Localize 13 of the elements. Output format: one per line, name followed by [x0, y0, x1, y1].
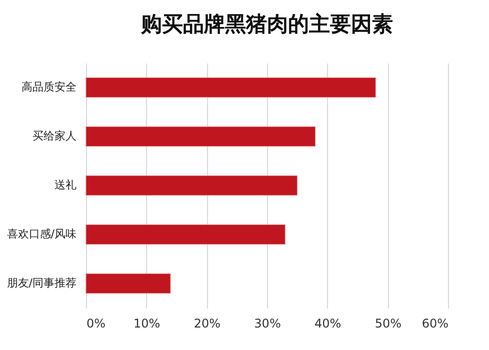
y-tick-label: 买给家人: [32, 130, 76, 142]
y-tick-label: 送礼: [54, 178, 76, 192]
y-tick-label: 朋友/同事推荐: [6, 276, 76, 290]
x-tick-label: 50%: [374, 316, 402, 330]
chart-title: 购买品牌黑猪肉的主要因素: [140, 12, 393, 36]
x-tick-label: 40%: [314, 316, 342, 330]
x-tick-label: 20%: [194, 316, 221, 330]
x-tick-label: 30%: [254, 316, 281, 330]
y-tick-label: 喜欢口感/风味: [6, 228, 76, 240]
x-tick-label: 0%: [86, 316, 106, 330]
x-tick-label: 60%: [422, 316, 448, 330]
x-tick-label: 10%: [133, 316, 160, 330]
y-tick-label: 高品质安全: [22, 80, 76, 94]
